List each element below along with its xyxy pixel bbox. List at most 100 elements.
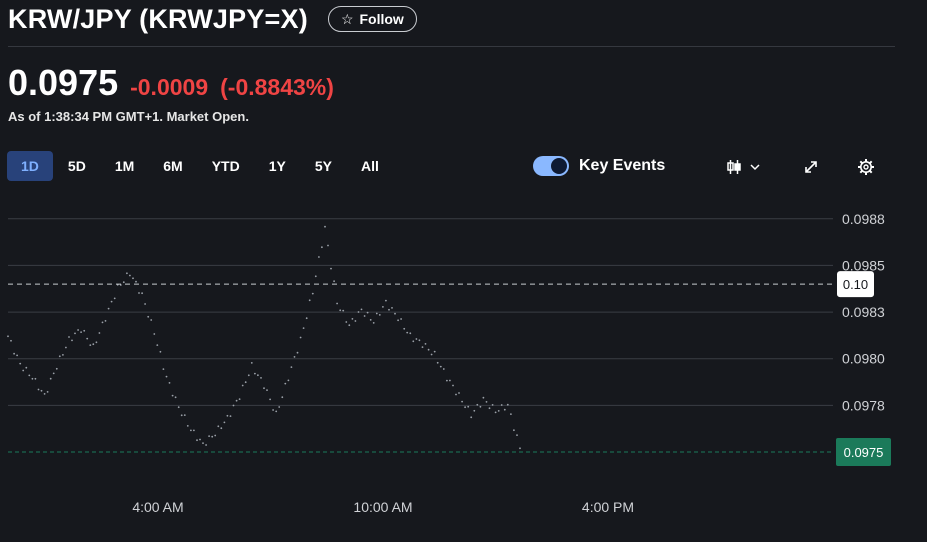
price-point (296, 351, 299, 354)
price-point (336, 302, 338, 305)
price-point (89, 344, 92, 346)
price-point (132, 277, 134, 280)
price-point (506, 403, 509, 406)
price-point (494, 411, 497, 414)
range-tab-5y[interactable]: 5Y (301, 151, 346, 181)
price-point (348, 324, 351, 327)
price-point (80, 331, 82, 333)
price-point (324, 225, 326, 228)
price-chart[interactable]: 0.0988 0.0985 0.0983 0.0980 0.0978 4:00 AM 10:… (0, 190, 927, 530)
price-point (516, 434, 518, 436)
price-point (433, 350, 436, 353)
price-change-percent: (-0.8843%) (220, 74, 334, 100)
price-point (156, 344, 159, 346)
range-tab-1y[interactable]: 1Y (255, 151, 300, 181)
price-point (129, 274, 131, 277)
price-point (305, 317, 308, 320)
price-point (68, 336, 70, 338)
price-point (476, 403, 479, 406)
follow-button[interactable]: ☆ Follow (327, 6, 417, 32)
price-point (363, 315, 366, 317)
price-point (244, 381, 247, 384)
chart-type-selector[interactable] (727, 156, 761, 178)
chevron-down-icon (750, 164, 760, 171)
y-tick-label: 0.0980 (842, 351, 885, 367)
range-tab-1m[interactable]: 1M (101, 151, 148, 181)
range-tabs: 1D 5D 1M 6M YTD 1Y 5Y All (7, 151, 394, 181)
range-tab-all[interactable]: All (347, 151, 393, 181)
x-tick-label: 4:00 AM (132, 499, 183, 515)
price-point (412, 340, 415, 343)
candlestick-icon (727, 160, 760, 174)
price-point (424, 343, 427, 345)
price-point (177, 406, 180, 409)
range-tab-1d[interactable]: 1D (7, 151, 53, 181)
price-point (339, 309, 342, 312)
price-point (311, 292, 314, 295)
price-point (369, 319, 372, 321)
price-point (269, 398, 271, 401)
price-point (199, 438, 201, 441)
price-point (62, 354, 64, 356)
price-point (171, 394, 174, 397)
price-point (208, 435, 211, 437)
price-point (162, 368, 165, 370)
price-point (250, 362, 253, 364)
price-point (388, 308, 390, 311)
price-point (360, 308, 363, 311)
header-divider (8, 46, 895, 47)
current-price: 0.0975 (8, 62, 119, 103)
price-point (13, 352, 16, 355)
price-point (455, 393, 457, 396)
range-tab-ytd[interactable]: YTD (198, 151, 254, 181)
price-point (113, 297, 116, 300)
fullscreen-button[interactable] (803, 156, 819, 178)
key-events-control: Key Events (533, 156, 665, 176)
price-point (281, 396, 284, 399)
price-point (214, 434, 217, 437)
price-point (241, 384, 244, 387)
price-point (263, 387, 265, 390)
price-point (74, 332, 76, 335)
price-point (226, 414, 229, 417)
range-tab-5d[interactable]: 5D (54, 151, 100, 181)
settings-button[interactable] (857, 156, 875, 178)
price-point (421, 346, 424, 348)
gear-icon (858, 159, 874, 175)
price-point (174, 396, 177, 399)
price-point (293, 356, 296, 358)
price-point (235, 399, 238, 402)
price-point (55, 367, 58, 370)
price-point (165, 375, 168, 378)
range-tab-6m[interactable]: 6M (149, 151, 196, 181)
price-point (34, 377, 37, 380)
price-point (284, 382, 287, 385)
price-point (333, 280, 335, 283)
price-point (394, 312, 396, 315)
price-point (229, 415, 232, 417)
key-events-toggle[interactable] (533, 156, 569, 176)
price-point (357, 311, 360, 313)
price-point (327, 244, 329, 247)
toggle-knob (551, 158, 567, 174)
price-point (272, 409, 274, 411)
price-point (46, 391, 49, 393)
price-point (104, 320, 107, 322)
price-point (375, 312, 378, 315)
y-tick-label: 0.0983 (842, 304, 885, 320)
current-price-badge (836, 438, 891, 466)
price-point (86, 337, 89, 340)
price-point (330, 267, 332, 270)
price-point (278, 406, 281, 408)
price-point (266, 389, 268, 391)
price-point (458, 392, 460, 394)
price-point (467, 405, 470, 408)
price-point (491, 404, 494, 406)
price-point (31, 377, 34, 380)
price-point (436, 361, 439, 364)
price-point (427, 348, 430, 351)
previous-close-label: 0.10 (843, 277, 868, 292)
price-point (482, 396, 485, 399)
price-point (500, 404, 503, 406)
price-point (372, 322, 375, 324)
